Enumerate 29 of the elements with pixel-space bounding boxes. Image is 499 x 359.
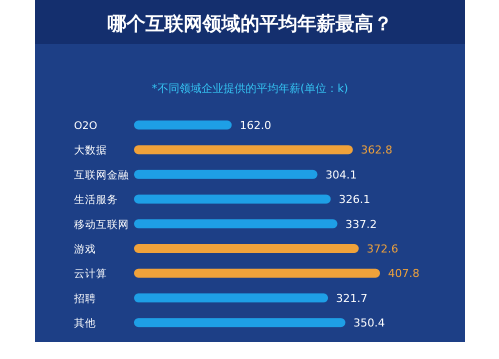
chart-subtitle: *不同领域企业提供的平均年薪(单位：k): [152, 82, 348, 95]
bar: [134, 145, 353, 154]
data-label: 372.6: [366, 242, 398, 256]
data-label: 337.2: [345, 218, 377, 231]
y-tick-label: 大数据: [74, 144, 107, 157]
y-tick-label: 游戏: [74, 242, 96, 256]
y-tick-label: 云计算: [74, 267, 107, 280]
y-tick-label: 其他: [74, 316, 96, 330]
bar: [134, 120, 232, 130]
bar: [134, 318, 346, 328]
bar: [134, 219, 338, 228]
bar: [134, 194, 331, 204]
chart-title: 哪个互联网领域的平均年薪最高？: [108, 13, 392, 35]
bar: [134, 244, 359, 253]
data-label: 321.7: [336, 292, 368, 305]
y-tick-label: 生活服务: [74, 193, 118, 206]
y-tick-label: 移动互联网: [74, 218, 129, 231]
data-label: 162.0: [240, 119, 272, 132]
data-label: 326.1: [338, 193, 370, 206]
y-tick-label: O2O: [74, 120, 98, 132]
data-label: 304.1: [325, 168, 357, 182]
bar: [134, 170, 318, 179]
bar: [134, 293, 328, 302]
data-label: 350.4: [353, 316, 385, 330]
y-tick-label: 互联网金融: [74, 169, 129, 182]
data-label: 362.8: [360, 144, 392, 157]
data-label: 407.8: [388, 267, 420, 280]
bar: [134, 268, 380, 278]
y-tick-label: 招聘: [73, 292, 96, 305]
